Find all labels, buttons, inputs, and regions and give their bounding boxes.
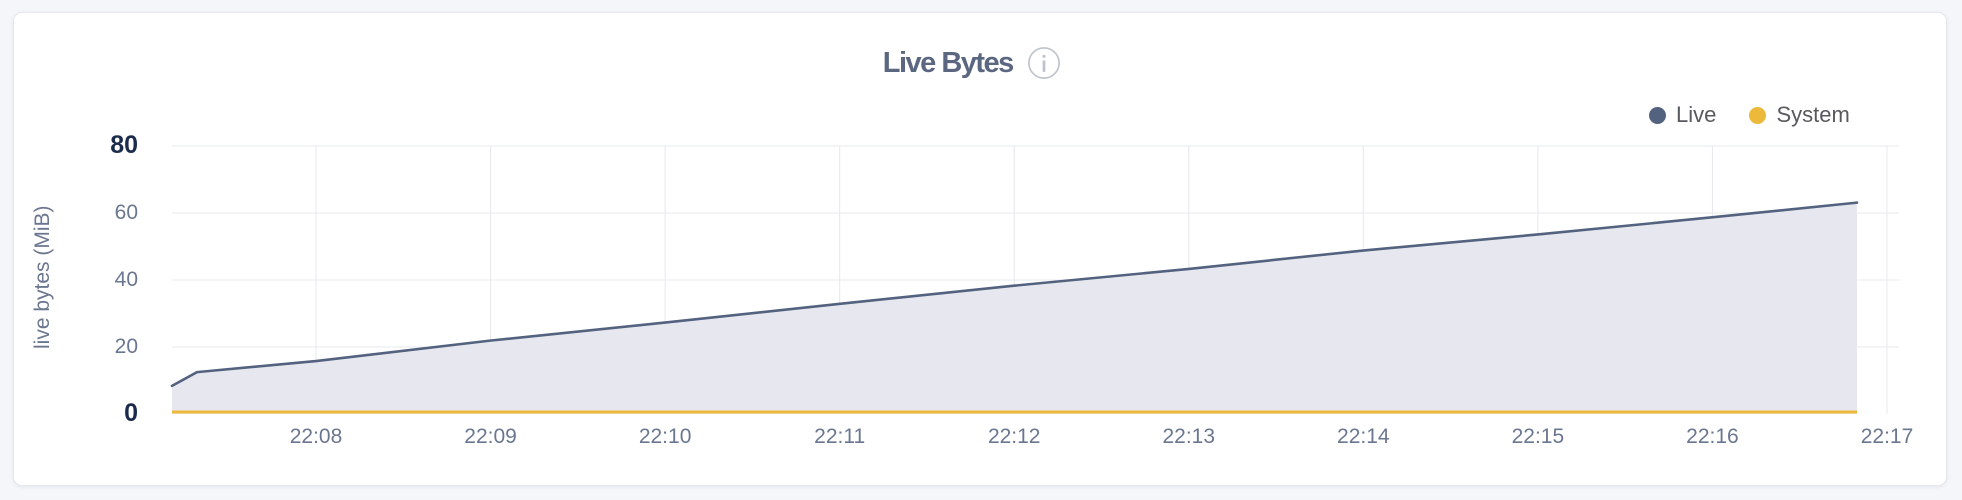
svg-text:0: 0 <box>124 399 138 427</box>
svg-text:22:09: 22:09 <box>464 425 517 448</box>
svg-text:40: 40 <box>115 268 138 291</box>
svg-text:22:17: 22:17 <box>1861 425 1914 448</box>
svg-text:22:12: 22:12 <box>988 425 1041 448</box>
svg-text:22:11: 22:11 <box>814 425 865 448</box>
svg-text:22:14: 22:14 <box>1337 425 1390 448</box>
svg-text:20: 20 <box>115 335 138 358</box>
svg-text:22:16: 22:16 <box>1686 425 1739 448</box>
svg-text:60: 60 <box>115 201 138 224</box>
svg-text:22:15: 22:15 <box>1512 425 1565 448</box>
svg-text:22:08: 22:08 <box>290 425 343 448</box>
svg-text:80: 80 <box>110 131 138 159</box>
svg-text:22:10: 22:10 <box>639 425 692 448</box>
svg-text:22:13: 22:13 <box>1162 425 1215 448</box>
